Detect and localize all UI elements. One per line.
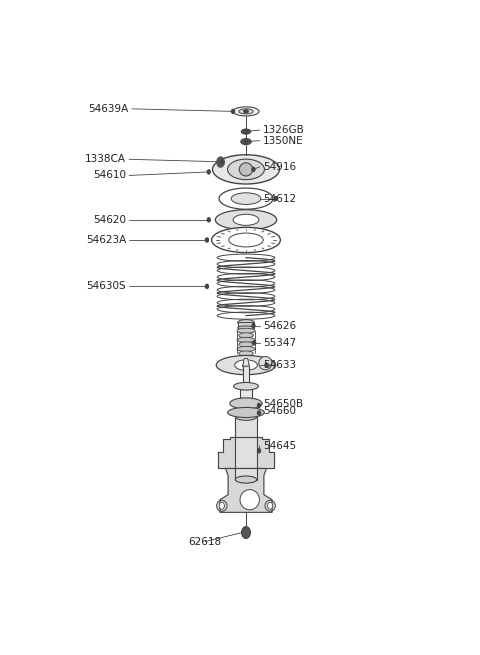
Circle shape bbox=[244, 140, 248, 143]
Text: 54645: 54645 bbox=[263, 441, 296, 451]
Circle shape bbox=[252, 324, 255, 328]
Text: 1326GB: 1326GB bbox=[263, 125, 304, 135]
Bar bbox=[235, 417, 257, 479]
Polygon shape bbox=[218, 437, 274, 468]
Ellipse shape bbox=[234, 383, 258, 390]
Ellipse shape bbox=[235, 360, 257, 370]
Ellipse shape bbox=[259, 356, 272, 370]
Text: 54620: 54620 bbox=[93, 215, 126, 225]
Ellipse shape bbox=[238, 320, 254, 325]
Text: 54633: 54633 bbox=[263, 360, 296, 370]
Text: 54623A: 54623A bbox=[86, 235, 126, 245]
Ellipse shape bbox=[231, 193, 261, 204]
Circle shape bbox=[217, 157, 224, 167]
Polygon shape bbox=[243, 358, 249, 366]
Text: 54610: 54610 bbox=[93, 170, 126, 180]
Ellipse shape bbox=[230, 398, 262, 409]
Bar bbox=[240, 386, 252, 417]
Ellipse shape bbox=[265, 500, 276, 512]
Text: 54639A: 54639A bbox=[89, 104, 129, 114]
Ellipse shape bbox=[240, 163, 252, 176]
Text: 54612: 54612 bbox=[263, 194, 296, 204]
Ellipse shape bbox=[228, 159, 264, 179]
Text: 55347: 55347 bbox=[263, 338, 296, 348]
Ellipse shape bbox=[228, 407, 264, 417]
Circle shape bbox=[231, 109, 234, 113]
Circle shape bbox=[241, 527, 251, 538]
Circle shape bbox=[219, 502, 225, 510]
Circle shape bbox=[258, 403, 261, 407]
Circle shape bbox=[267, 502, 273, 510]
Circle shape bbox=[252, 168, 255, 172]
Circle shape bbox=[207, 170, 210, 174]
Text: 54660: 54660 bbox=[263, 407, 296, 417]
Ellipse shape bbox=[216, 356, 276, 375]
Circle shape bbox=[220, 160, 223, 164]
Circle shape bbox=[265, 363, 268, 367]
Circle shape bbox=[207, 218, 210, 222]
Ellipse shape bbox=[216, 210, 276, 230]
Bar bbox=[238, 322, 254, 328]
Ellipse shape bbox=[235, 413, 257, 421]
Ellipse shape bbox=[239, 333, 253, 338]
Polygon shape bbox=[220, 468, 272, 512]
Ellipse shape bbox=[233, 214, 259, 225]
Ellipse shape bbox=[237, 346, 255, 352]
Text: 54626: 54626 bbox=[263, 321, 296, 331]
Text: 54650B: 54650B bbox=[263, 399, 303, 409]
Ellipse shape bbox=[239, 342, 253, 347]
Ellipse shape bbox=[237, 337, 255, 343]
Text: 1338CA: 1338CA bbox=[85, 155, 126, 164]
Bar bbox=[243, 366, 249, 386]
Ellipse shape bbox=[241, 139, 251, 145]
Circle shape bbox=[205, 284, 208, 288]
Circle shape bbox=[205, 238, 208, 242]
Text: 62618: 62618 bbox=[189, 536, 222, 546]
Circle shape bbox=[274, 196, 277, 200]
Circle shape bbox=[252, 341, 256, 345]
Ellipse shape bbox=[239, 109, 253, 114]
Ellipse shape bbox=[216, 500, 227, 512]
Ellipse shape bbox=[235, 476, 257, 483]
Ellipse shape bbox=[241, 129, 251, 134]
Text: 54916: 54916 bbox=[263, 162, 296, 172]
Text: 1350NE: 1350NE bbox=[263, 136, 303, 145]
Ellipse shape bbox=[237, 328, 255, 333]
Circle shape bbox=[258, 449, 261, 453]
Ellipse shape bbox=[240, 490, 259, 510]
Ellipse shape bbox=[229, 233, 263, 247]
Ellipse shape bbox=[213, 155, 279, 184]
Text: 54630S: 54630S bbox=[86, 282, 126, 291]
Circle shape bbox=[258, 411, 261, 415]
Ellipse shape bbox=[239, 351, 253, 356]
Ellipse shape bbox=[244, 110, 248, 113]
Ellipse shape bbox=[238, 326, 254, 330]
Ellipse shape bbox=[219, 188, 273, 209]
Circle shape bbox=[244, 130, 248, 134]
Ellipse shape bbox=[233, 107, 259, 116]
Ellipse shape bbox=[212, 227, 280, 253]
